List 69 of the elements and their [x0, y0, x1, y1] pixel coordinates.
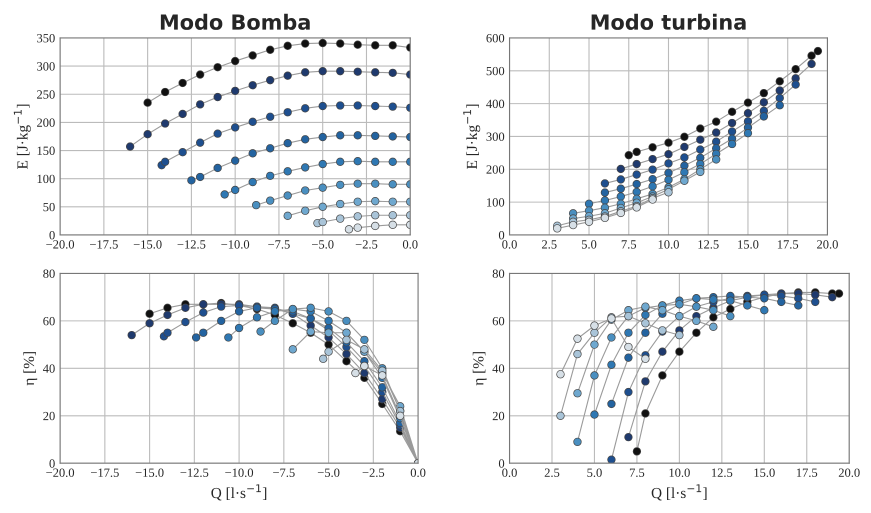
x-tick-label: 0.0 [502, 240, 517, 249]
y-axis-title: E [J·kg$^{−1}$] [14, 104, 31, 170]
x-axis-title: Q [l·s$^{−1}$] [652, 484, 707, 500]
y-tick-label: 400 [486, 100, 504, 108]
y-tick-label: 0 [49, 459, 55, 468]
y-axis-title: η [%] [23, 352, 38, 386]
x-tick-label: 7.5 [622, 240, 636, 249]
y-axis-title: E [J·kg$^{−1}$] [463, 104, 480, 170]
y-tick-label: 40 [492, 364, 504, 373]
y-tick-label: 60 [492, 316, 504, 326]
x-tick-label: −17.5 [91, 468, 119, 477]
x-tick-label: −2.5 [362, 468, 384, 477]
y-tick-label: 500 [486, 66, 504, 76]
y-tick-label: 350 [37, 34, 55, 42]
x-tick-label: −2.5 [356, 240, 378, 249]
y-tick-label: 0 [498, 459, 504, 468]
x-tick-label: 5.0 [582, 240, 596, 249]
y-tick-label: 20 [43, 412, 55, 420]
y-tick-label: 150 [38, 146, 55, 155]
y-tick-label: 0 [498, 230, 504, 240]
chart-title: Modo turbina [592, 14, 746, 30]
x-tick-label: 0.0 [502, 468, 517, 477]
x-tick-label: −7.5 [273, 468, 295, 477]
y-tick-label: 0 [49, 230, 55, 240]
x-tick-label: 20.0 [817, 240, 838, 249]
y-tick-label: 300 [486, 132, 504, 141]
x-tick-label: 17.5 [796, 468, 818, 477]
x-tick-label: −7.5 [268, 240, 290, 249]
x-tick-label: 2.5 [542, 240, 557, 249]
y-tick-label: 250 [37, 90, 55, 99]
chart-title: Modo Bomba [160, 14, 310, 30]
x-tick-label: −15.0 [136, 468, 164, 477]
x-tick-label: 12.5 [698, 240, 719, 249]
x-tick-label: 10.0 [670, 468, 690, 477]
x-tick-label: 10.0 [658, 240, 679, 249]
y-tick-label: 80 [43, 269, 55, 278]
x-tick-label: −5.0 [318, 468, 340, 477]
x-tick-label: 5.0 [587, 468, 602, 477]
y-tick-label: 300 [37, 62, 55, 71]
x-tick-label: 12.5 [712, 468, 732, 477]
y-tick-label: 200 [486, 165, 504, 174]
x-tick-label: 7.5 [630, 468, 644, 477]
x-tick-label: 0.0 [410, 468, 426, 477]
x-tick-label: −5.0 [312, 240, 334, 249]
x-tick-label: −10.0 [225, 468, 254, 477]
x-tick-label: 2.5 [544, 468, 560, 477]
y-tick-label: 40 [42, 364, 55, 373]
x-tick-label: 15.0 [738, 240, 758, 249]
y-tick-label: 600 [486, 34, 504, 42]
y-tick-label: 80 [492, 269, 504, 278]
y-tick-label: 60 [43, 316, 55, 326]
y-tick-label: 100 [487, 198, 504, 207]
x-tick-label: 15.0 [754, 468, 775, 477]
x-tick-label: −10.0 [221, 240, 250, 249]
x-tick-label: −20.0 [46, 240, 74, 249]
x-tick-label: 17.5 [778, 240, 798, 249]
x-tick-label: 0.0 [402, 240, 418, 249]
y-axis-title: η [%] [472, 352, 487, 386]
y-tick-label: 20 [492, 412, 504, 420]
x-tick-label: −15.0 [134, 240, 162, 249]
x-axis-title: Q [l·s$^{−1}$] [211, 484, 266, 500]
y-tick-label: 200 [37, 118, 55, 127]
x-tick-label: −20.0 [46, 468, 74, 477]
x-tick-label: −12.5 [178, 240, 206, 249]
x-tick-label: 20.0 [838, 468, 860, 477]
x-tick-label: −12.5 [180, 468, 208, 477]
y-tick-label: 50 [43, 202, 55, 212]
x-tick-label: −17.5 [90, 240, 118, 249]
y-tick-label: 100 [38, 174, 55, 184]
